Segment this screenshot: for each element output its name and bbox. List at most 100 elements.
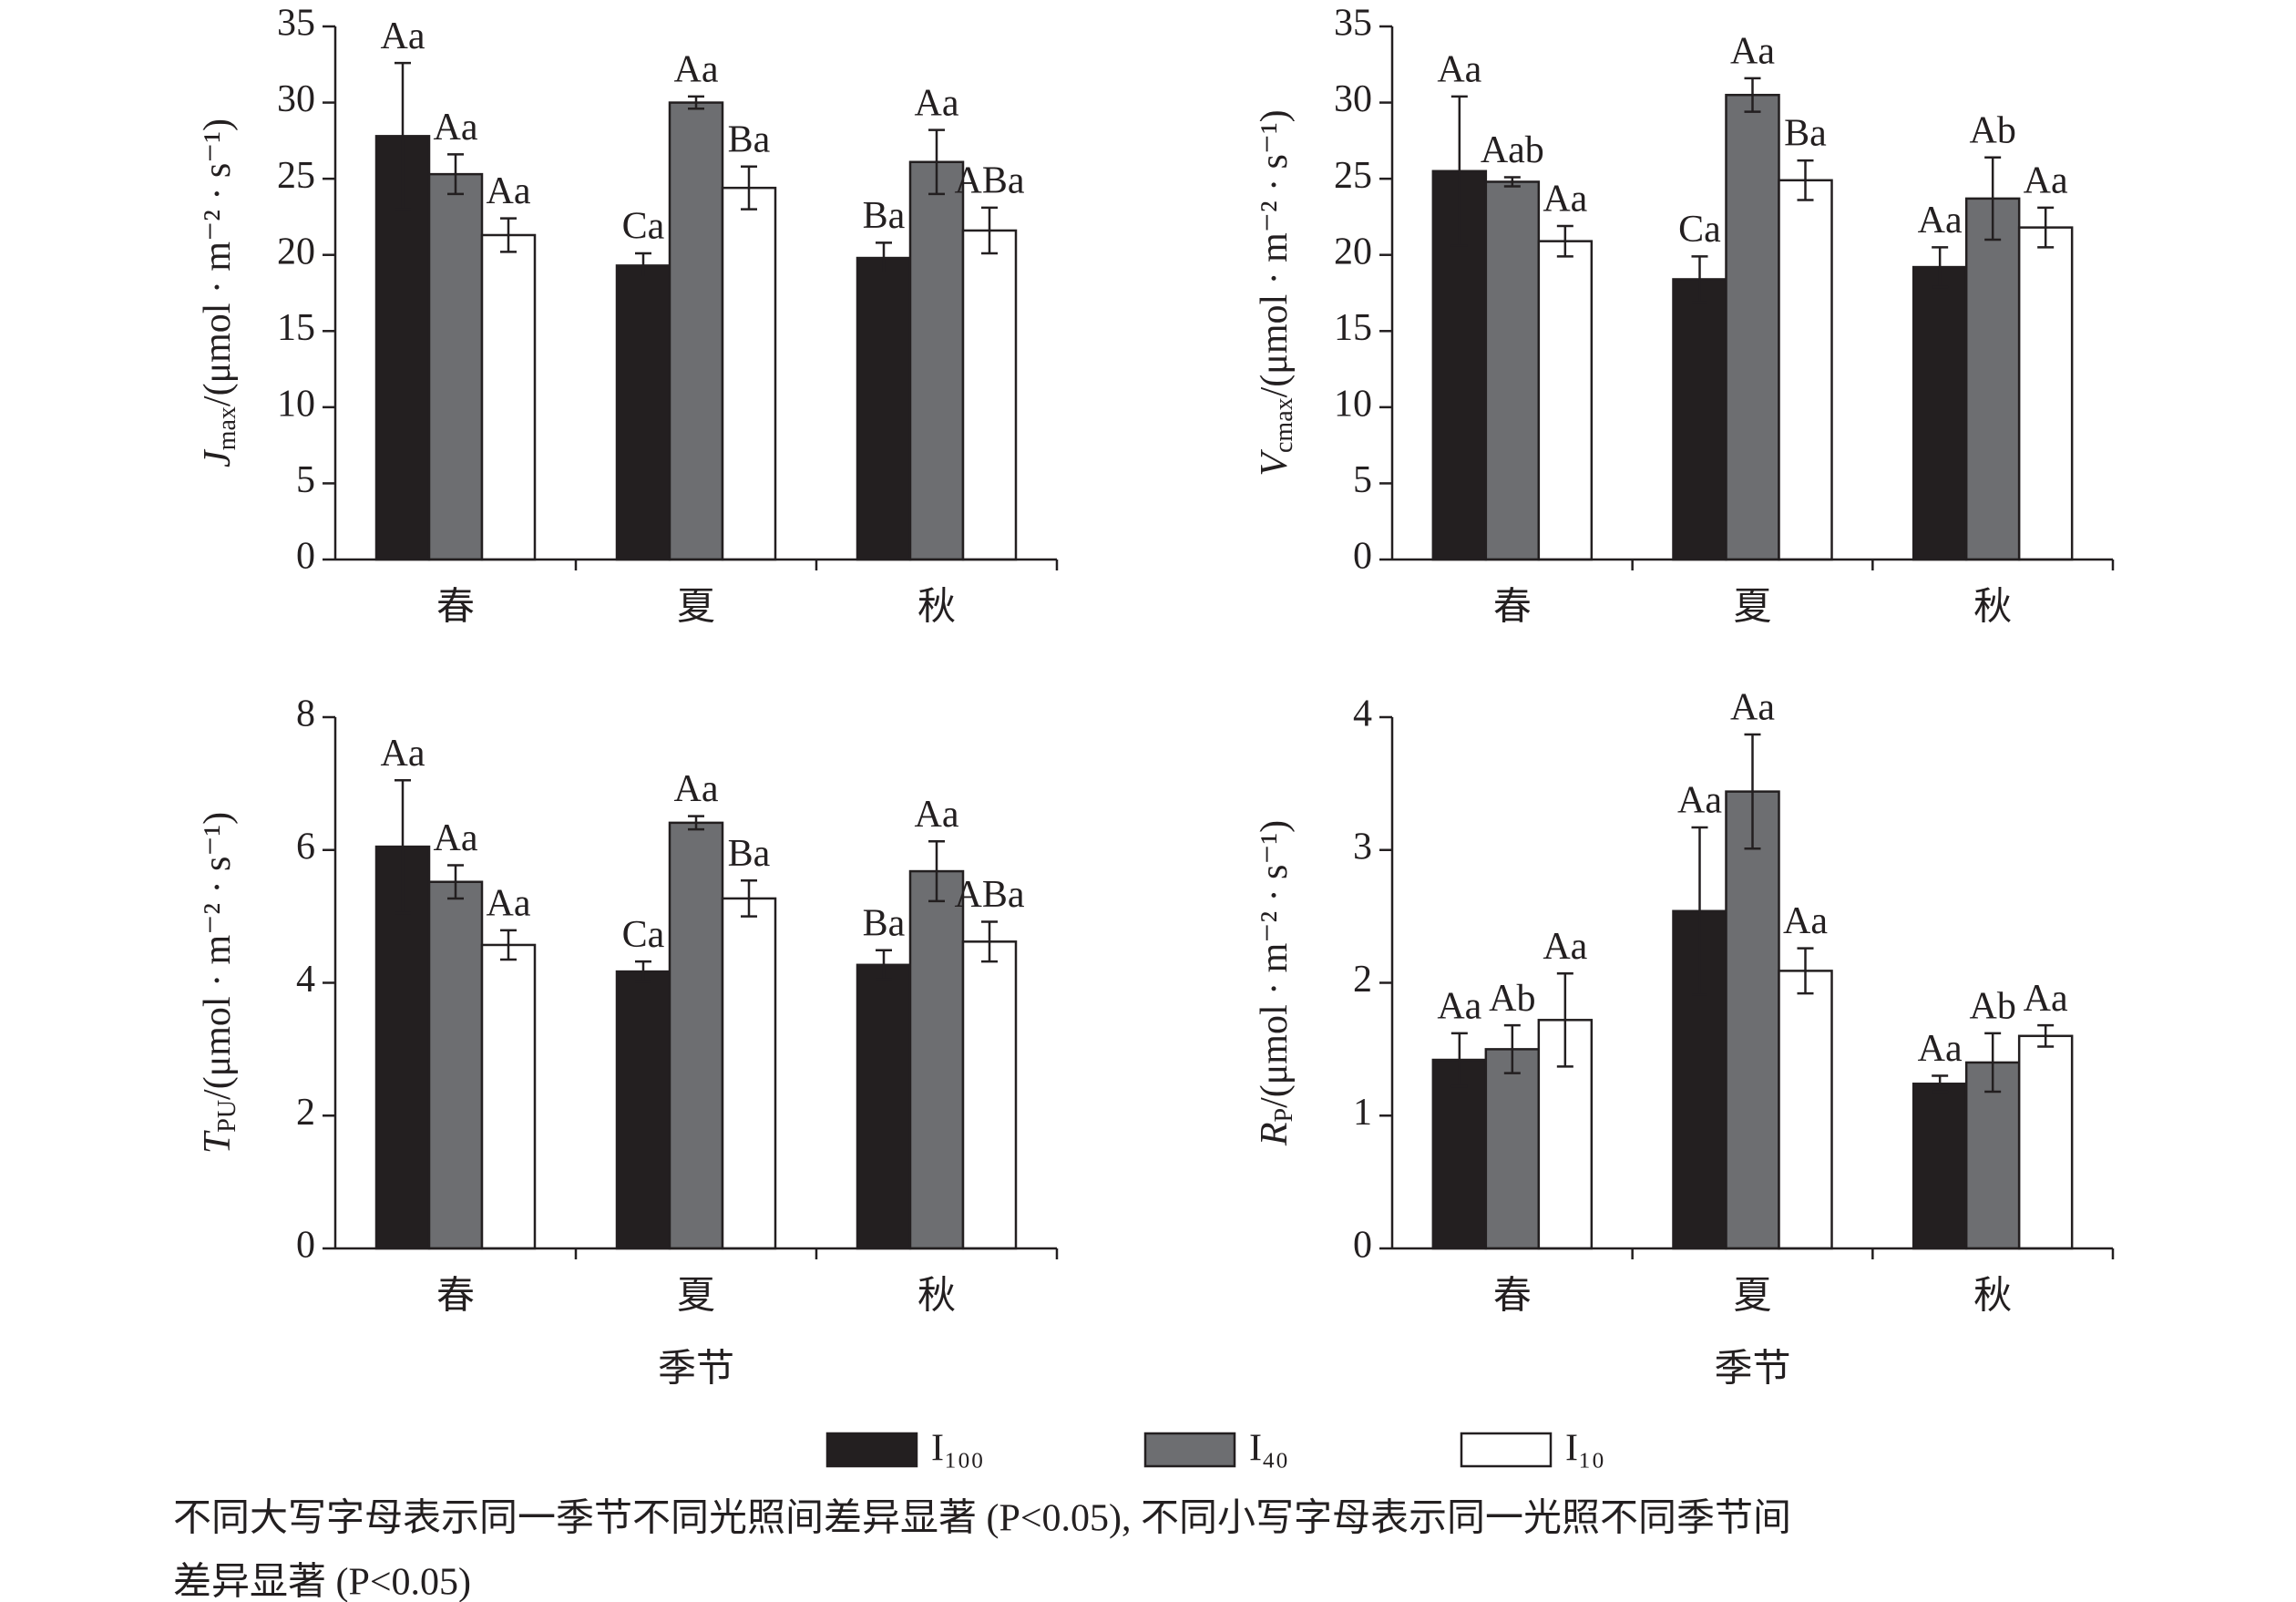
- bar: [480, 943, 537, 1250]
- y-label-symbol: V: [1254, 449, 1296, 477]
- y-tick-label: 15: [1334, 307, 1372, 349]
- bar: [2017, 1034, 2074, 1250]
- x-tick-label: 秋: [917, 587, 956, 629]
- error-bar: [2037, 206, 2055, 249]
- y-label-sub: PU: [213, 1100, 241, 1133]
- value-label: Ba: [863, 902, 906, 944]
- bar: [1725, 93, 1780, 561]
- value-label: Ab: [1489, 978, 1535, 1020]
- error-bar: [447, 864, 464, 900]
- value-label: Aa: [434, 107, 478, 149]
- y-tick-label: 0: [1353, 536, 1372, 578]
- value-label: Aa: [434, 817, 478, 859]
- error-bar: [1984, 1032, 2002, 1094]
- value-label: Aa: [915, 82, 959, 124]
- bar: [1672, 278, 1727, 561]
- y-label-unit: /(μmol · m⁻² · s⁻¹): [1254, 820, 1296, 1108]
- y-label-symbol: J: [197, 448, 239, 467]
- error-bar: [1503, 176, 1521, 188]
- note: 差异显著 (P<0.05): [173, 1562, 471, 1602]
- error-bar: [688, 95, 704, 110]
- value-label: Aa: [1437, 986, 1481, 1028]
- value-label: Aa: [2024, 978, 2068, 1020]
- value-label: Aa: [1918, 1028, 1963, 1070]
- legend-label: I₁₀₀: [931, 1428, 984, 1470]
- value-label: Aa: [381, 15, 425, 57]
- value-label: Ba: [1784, 113, 1827, 155]
- x-tick-label: 夏: [677, 587, 715, 629]
- value-label: Aa: [1677, 780, 1722, 822]
- error-bar: [1932, 246, 1949, 289]
- y-tick-label: 30: [277, 78, 315, 120]
- y-tick-label: 15: [277, 307, 315, 349]
- value-label: Aa: [915, 794, 959, 836]
- bar: [856, 256, 912, 561]
- bar: [427, 172, 484, 561]
- y-tick-label: 4: [296, 959, 315, 1001]
- value-label: Aa: [1918, 200, 1963, 241]
- error-bar: [500, 929, 517, 961]
- error-bar: [1691, 826, 1708, 996]
- bar: [908, 869, 965, 1250]
- x-axis-label: 季节: [1714, 1349, 1790, 1391]
- bar: [427, 880, 484, 1250]
- value-label: Aab: [1481, 129, 1544, 171]
- y-tick-label: 8: [296, 693, 315, 735]
- bar: [961, 229, 1018, 561]
- error-bar: [1744, 733, 1761, 850]
- value-label: Aa: [1730, 687, 1775, 729]
- x-tick-label: 春: [436, 587, 475, 629]
- value-label: Aa: [1543, 926, 1587, 968]
- y-tick-label: 0: [296, 536, 315, 578]
- bar: [1778, 970, 1833, 1250]
- error-bar: [1503, 1023, 1521, 1074]
- y-tick-label: 20: [277, 231, 315, 272]
- error-bar: [1797, 947, 1814, 995]
- value-label: Aa: [487, 170, 531, 212]
- legend-swatch: [1143, 1432, 1236, 1468]
- bar: [2017, 226, 2074, 561]
- x-axis-label: 季节: [658, 1349, 734, 1391]
- value-label: Aa: [1783, 900, 1828, 942]
- y-tick-label: 2: [1353, 959, 1372, 1001]
- value-label: Aa: [1437, 49, 1481, 91]
- error-bar: [876, 949, 892, 981]
- bar: [1912, 1083, 1968, 1250]
- bar: [615, 970, 671, 1250]
- bar: [668, 821, 724, 1250]
- error-bar: [1556, 224, 1573, 258]
- y-tick-label: 35: [1334, 3, 1372, 45]
- value-label: Ca: [622, 206, 665, 248]
- error-bar: [635, 252, 651, 280]
- error-bar: [395, 61, 411, 211]
- y-tick-label: 30: [1334, 78, 1372, 120]
- error-bar: [635, 960, 651, 983]
- value-label: Aa: [1543, 179, 1587, 221]
- y-tick-label: 6: [296, 826, 315, 868]
- y-tick-label: 1: [1353, 1092, 1372, 1134]
- y-label-sub: P: [1270, 1108, 1298, 1123]
- bar: [615, 264, 671, 561]
- value-label: ABa: [955, 874, 1025, 916]
- y-tick-label: 35: [277, 3, 315, 45]
- y-tick-label: 10: [1334, 383, 1372, 425]
- error-bar: [1932, 1074, 1949, 1094]
- y-axis-label: Jmax/(μmol · m⁻² · s⁻¹): [197, 118, 242, 467]
- legend-swatch: [1460, 1432, 1553, 1468]
- y-tick-label: 4: [1353, 693, 1372, 735]
- y-label-unit: /(μmol · m⁻² · s⁻¹): [1254, 109, 1296, 397]
- note: 不同大写字母表示同一季节不同光照间差异显著 (P<0.05), 不同小写字母表示…: [173, 1497, 1791, 1540]
- error-bar: [928, 840, 945, 903]
- legend-swatch: [825, 1432, 918, 1468]
- bar: [856, 963, 912, 1250]
- value-label: Ab: [1969, 109, 2015, 151]
- x-tick-label: 春: [1493, 1276, 1532, 1318]
- error-bar: [981, 920, 998, 963]
- y-label-sub: max: [213, 406, 241, 450]
- y-tick-label: 0: [1353, 1225, 1372, 1267]
- y-tick-label: 5: [1353, 459, 1372, 501]
- error-bar: [447, 153, 464, 196]
- y-label-sub: cmax: [1270, 397, 1298, 453]
- y-axis-label: Vcmax/(μmol · m⁻² · s⁻¹): [1254, 109, 1299, 476]
- value-label: Aa: [1730, 30, 1775, 72]
